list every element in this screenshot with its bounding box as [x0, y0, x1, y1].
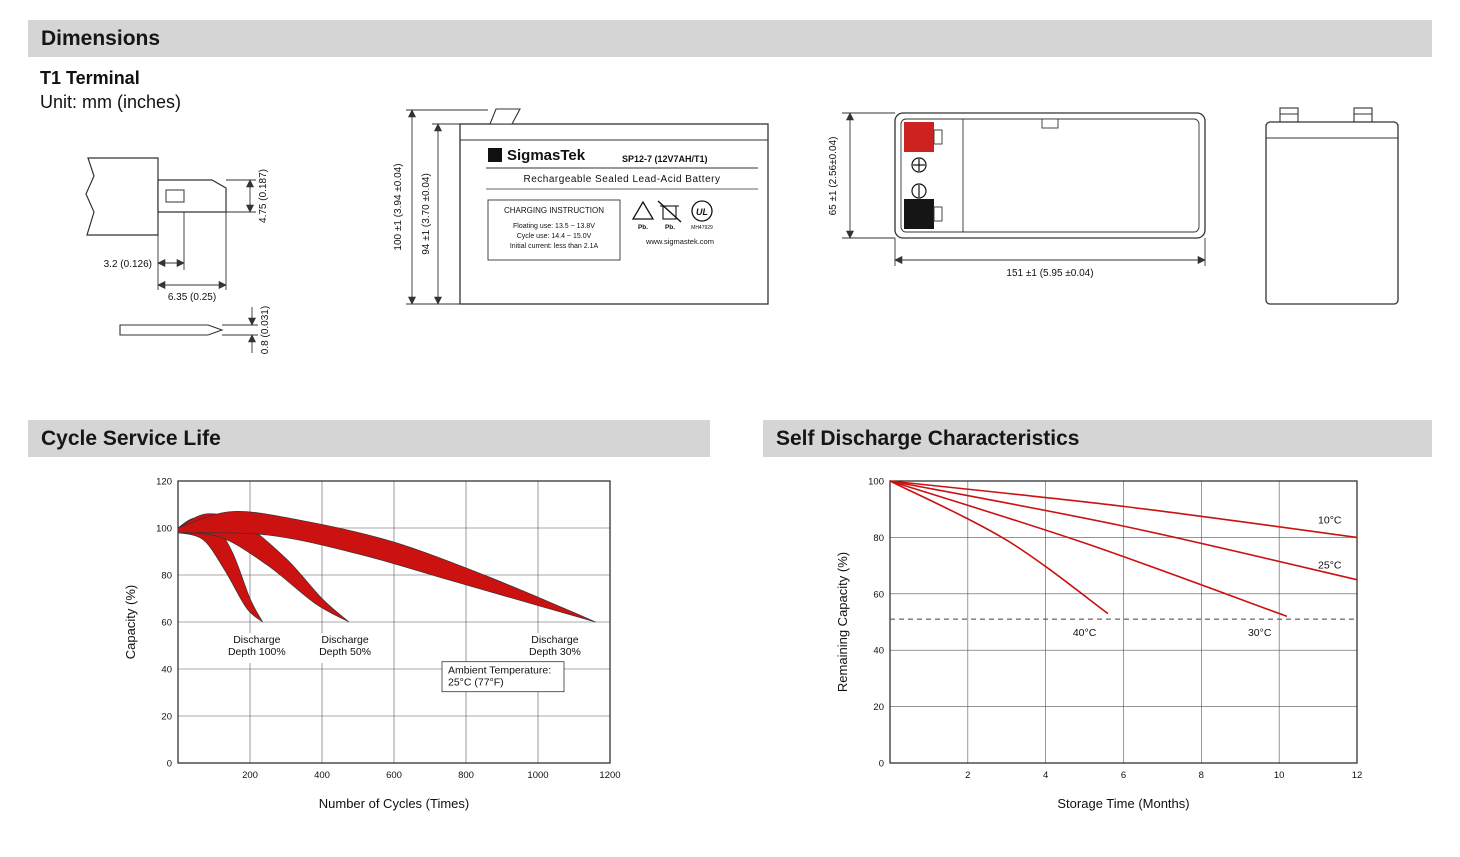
svg-text:100: 100 [868, 477, 884, 488]
svg-text:25°C: 25°C [1318, 559, 1342, 571]
svg-text:20: 20 [161, 712, 172, 723]
svg-text:1000: 1000 [527, 770, 548, 781]
svg-text:Depth 100%: Depth 100% [228, 646, 286, 658]
svg-text:1200: 1200 [599, 770, 620, 781]
svg-text:60: 60 [873, 589, 884, 600]
top-view-case-outer [894, 112, 1206, 239]
section-header-self-discharge: Self Discharge Characteristics [763, 420, 1432, 457]
no-trash-pb-label: Pb. [665, 224, 675, 231]
svg-text:4: 4 [1043, 770, 1048, 781]
no-trash-pb-icon [657, 200, 682, 223]
dim-length-label: 151 ±1 (5.95 ±0.04) [1006, 268, 1093, 279]
ul-code-label: MH47929 [691, 225, 713, 231]
battery-top-view: 65 ±1 (2.56±0.04) 151 ±1 (5.95 ±0.04) [828, 112, 1206, 279]
battery-front-view: 100 ±1 (3.94 ±0.04) 94 ±1 (3.70 ±0.04) S… [393, 108, 769, 305]
svg-text:UL: UL [696, 207, 708, 217]
terminal-body-shape [85, 157, 159, 236]
website-label: www.sigmastek.com [645, 237, 714, 246]
svg-text:30°C: 30°C [1248, 627, 1272, 639]
svg-text:200: 200 [242, 770, 258, 781]
svg-text:2: 2 [965, 770, 970, 781]
ul-certification-icon: UL [691, 200, 713, 222]
svg-text:Discharge: Discharge [321, 634, 368, 646]
charging-line2: Cycle use: 14.4 ~ 15.0V [517, 233, 592, 240]
dim-height-outer-label: 100 ±1 (3.94 ±0.04) [393, 163, 404, 250]
section-header-cycle-service-life: Cycle Service Life [28, 420, 710, 457]
svg-text:Remaining Capacity (%): Remaining Capacity (%) [835, 552, 850, 692]
svg-text:80: 80 [161, 571, 172, 582]
svg-text:800: 800 [458, 770, 474, 781]
svg-text:12: 12 [1352, 770, 1363, 781]
svg-text:8: 8 [1199, 770, 1204, 781]
negative-terminal [904, 199, 934, 229]
svg-text:40: 40 [161, 665, 172, 676]
svg-text:25°C (77°F): 25°C (77°F) [448, 677, 504, 689]
svg-text:Depth 30%: Depth 30% [529, 646, 581, 658]
cycle-service-life-chart: 200 400 600 800 1000 1200 0 20 40 60 80 100 120 Numbe… [120, 468, 680, 813]
section-title-self-discharge: Self Discharge Characteristics [776, 426, 1080, 450]
plus-symbol-icon [911, 157, 927, 173]
top-view-center-notch [1041, 118, 1059, 129]
terminal-tab-shape [157, 179, 227, 213]
charging-line1: Floating use: 13.5 ~ 13.8V [513, 223, 595, 230]
svg-text:10: 10 [1274, 770, 1285, 781]
battery-terminal-tab [489, 108, 521, 125]
minus-symbol-icon [911, 183, 927, 199]
side-view-case [1265, 121, 1399, 305]
svg-text:Capacity (%): Capacity (%) [123, 585, 138, 659]
recycle-pb-icon [631, 200, 655, 220]
dim-tab-width-label: 6.35 (0.25) [168, 292, 216, 303]
svg-text:Ambient Temperature:: Ambient Temperature: [448, 665, 551, 677]
svg-text:20: 20 [873, 702, 884, 713]
t1-terminal-detail-drawing: 4.75 (0.187) 3.2 (0.126) 6.35 (0.25) 0.8… [85, 157, 271, 354]
battery-case [459, 123, 769, 305]
svg-text:0: 0 [879, 759, 884, 770]
battery-side-view [1265, 107, 1399, 305]
dim-offset-label: 3.2 (0.126) [104, 259, 152, 270]
brand-name: SigmasTek [507, 147, 586, 164]
svg-text:Number of Cycles (Times): Number of Cycles (Times) [319, 796, 469, 811]
svg-text:120: 120 [156, 477, 172, 488]
svg-text:60: 60 [161, 618, 172, 629]
dim-height-inner-label: 94 ±1 (3.70 ±0.04) [421, 173, 432, 255]
positive-terminal [904, 122, 934, 152]
svg-text:Discharge: Discharge [233, 634, 280, 646]
terminal-hole [165, 189, 185, 203]
svg-text:Discharge: Discharge [531, 634, 578, 646]
svg-text:Storage Time (Months): Storage Time (Months) [1057, 796, 1189, 811]
dim-depth-label: 65 ±1 (2.56±0.04) [828, 137, 839, 216]
charging-line3: Initial current: less than 2.1A [510, 243, 599, 250]
dim-tab-height-label: 4.75 (0.187) [258, 169, 269, 223]
section-title-cycle: Cycle Service Life [41, 426, 221, 450]
charging-instruction-box [487, 199, 621, 261]
recycle-pb-label: Pb. [638, 224, 648, 231]
t1-terminal-title: T1 Terminal [40, 68, 140, 88]
svg-text:600: 600 [386, 770, 402, 781]
svg-text:0: 0 [167, 759, 172, 770]
svg-text:Depth 50%: Depth 50% [319, 646, 371, 658]
terminal-edge-view [119, 324, 224, 336]
svg-text:80: 80 [873, 533, 884, 544]
svg-text:40°C: 40°C [1073, 627, 1097, 639]
brand-logo-icon [488, 148, 502, 162]
svg-text:40: 40 [873, 646, 884, 657]
section-header-dimensions: Dimensions [28, 20, 1432, 57]
charging-title: CHARGING INSTRUCTION [504, 206, 604, 215]
self-discharge-chart: 2 4 6 8 10 12 0 20 40 60 80 100 Storage Time (Months… [832, 468, 1392, 813]
svg-text:10°C: 10°C [1318, 514, 1342, 526]
dim-thickness-label: 0.8 (0.031) [260, 306, 271, 354]
svg-text:100: 100 [156, 524, 172, 535]
section-title-dimensions: Dimensions [41, 26, 161, 50]
brand-logo-glyph: S [491, 150, 498, 162]
svg-text:6: 6 [1121, 770, 1126, 781]
model-label: SP12-7 (12V7AH/T1) [622, 154, 708, 164]
unit-label: Unit: mm (inches) [40, 92, 182, 112]
svg-text:400: 400 [314, 770, 330, 781]
battery-subtitle: Rechargeable Sealed Lead-Acid Battery [524, 174, 721, 185]
